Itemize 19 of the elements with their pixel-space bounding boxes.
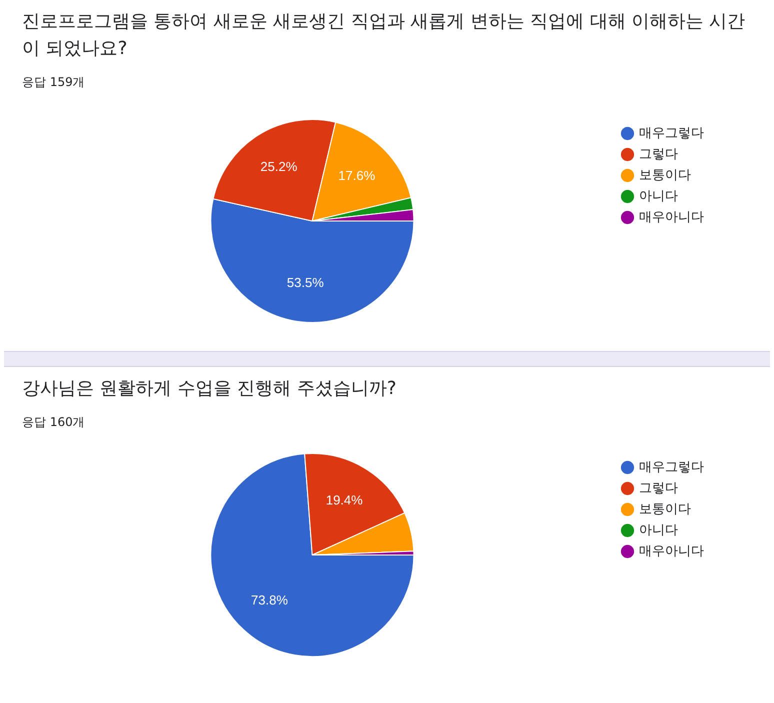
legend-label: 보통이다 [639,502,691,517]
chart-title: 진로프로그램을 통하여 새로운 새로생긴 직업과 새롭게 변하는 직업에 대해 이해하는 시간이 되었나요? [22,10,746,61]
legend-label: 매우아니다 [639,210,704,225]
text: 응답 160개 [22,414,86,431]
legend-label: 그렇다 [639,480,678,496]
data-label: 73.8% [251,592,288,608]
data-label: 17.6% [338,168,376,184]
legend-label: 그렇다 [639,146,678,162]
legend-label: 아니다 [639,522,678,538]
legend-label: 아니다 [639,188,678,204]
data-label: 53.5% [286,275,324,290]
legend-label: 매우아니다 [639,544,704,559]
legend-label: 매우그렇다 [639,460,704,475]
legend-label: 매우그렇다 [639,126,704,141]
chart-title: 강사님은 원활하게 수업을 진행해 주셨습니까? [22,377,398,401]
legend-label: 보통이다 [639,168,691,183]
data-label: 19.4% [326,492,364,508]
data-label: 25.2% [260,159,298,174]
text: 응답 159개 [22,74,86,91]
